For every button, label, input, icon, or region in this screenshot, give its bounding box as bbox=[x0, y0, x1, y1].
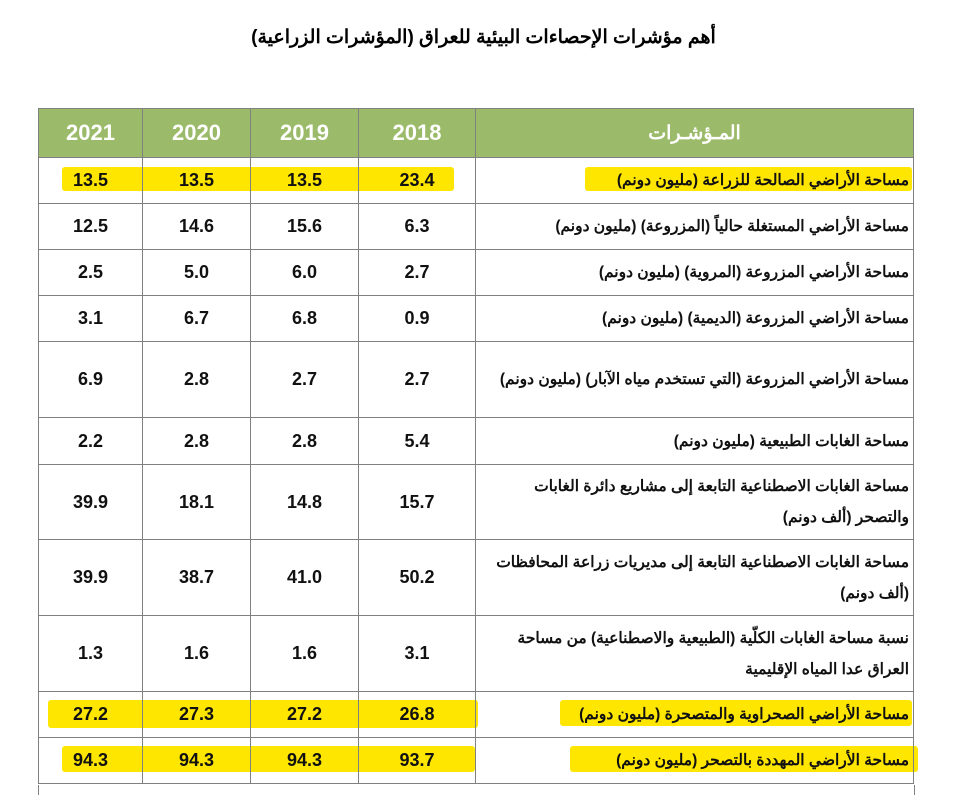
value-cell-2019: 1.6 bbox=[250, 615, 359, 692]
indicator-label: مساحة الأراضي المستغلة حالياً (المزروعة)… bbox=[475, 203, 914, 250]
value-cell-2020: 18.1 bbox=[142, 464, 251, 540]
value-cell-2019: 2.7 bbox=[250, 341, 359, 418]
indicator-label: مساحة الأراضي الصالحة للزراعة (مليون دون… bbox=[475, 157, 914, 204]
value-cell-2019: 15.6 bbox=[250, 203, 359, 250]
header-year-2021: 2021 bbox=[38, 108, 143, 158]
value-cell-2021: 2.2 bbox=[38, 417, 143, 465]
header-year-2020: 2020 bbox=[142, 108, 251, 158]
value-cell-2020: 94.3 bbox=[142, 737, 251, 784]
value-cell-2018: 6.3 bbox=[358, 203, 476, 250]
value-cell-2021: 1.3 bbox=[38, 615, 143, 692]
table-row: 2.5 5.0 6.0 2.7 مساحة الأراضي المزروعة (المر… bbox=[38, 249, 914, 296]
value-cell-2018: 23.4 bbox=[358, 157, 476, 204]
indicator-label: نسبة مساحة الغابات الكلّية (الطبيعية وال… bbox=[475, 615, 914, 692]
value-cell-2019: 6.0 bbox=[250, 249, 359, 296]
value-cell-2019: 94.3 bbox=[250, 737, 359, 784]
value-cell-2019: 41.0 bbox=[250, 539, 359, 616]
value-cell-2020: 27.3 bbox=[142, 691, 251, 738]
value-cell-2021: 39.9 bbox=[38, 464, 143, 540]
header-indicator: المـؤشـرات bbox=[475, 108, 914, 158]
next-row-partial bbox=[38, 785, 915, 795]
table-row: 1.3 1.6 1.6 3.1 نسبة مساحة الغابات الكلّية (… bbox=[38, 615, 914, 692]
value-cell-2018: 26.8 bbox=[358, 691, 476, 738]
header-year-2018: 2018 bbox=[358, 108, 476, 158]
value-cell-2018: 15.7 bbox=[358, 464, 476, 540]
table-row: 3.1 6.7 6.8 0.9 مساحة الأراضي المزروعة (الدي… bbox=[38, 295, 914, 342]
value-cell-2020: 2.8 bbox=[142, 341, 251, 418]
value-cell-2018: 2.7 bbox=[358, 341, 476, 418]
value-cell-2018: 2.7 bbox=[358, 249, 476, 296]
indicators-table: 2021 2020 2019 2018 المـؤشـرات 13.5 13.5 1… bbox=[38, 108, 914, 784]
value-cell-2020: 5.0 bbox=[142, 249, 251, 296]
value-cell-2021: 3.1 bbox=[38, 295, 143, 342]
value-cell-2021: 39.9 bbox=[38, 539, 143, 616]
table-row: 6.9 2.8 2.7 2.7 مساحة الأراضي المزروعة (التي… bbox=[38, 341, 914, 418]
value-cell-2021: 13.5 bbox=[38, 157, 143, 204]
indicator-label: مساحة الأراضي المزروعة (التي تستخدم مياه… bbox=[475, 341, 914, 418]
value-cell-2019: 6.8 bbox=[250, 295, 359, 342]
value-cell-2019: 14.8 bbox=[250, 464, 359, 540]
table-row: 13.5 13.5 13.5 23.4 مساحة الأراضي الصالحة لل… bbox=[38, 157, 914, 204]
value-cell-2018: 93.7 bbox=[358, 737, 476, 784]
value-cell-2020: 13.5 bbox=[142, 157, 251, 204]
indicator-label: مساحة الأراضي المزروعة (المروية) (مليون … bbox=[475, 249, 914, 296]
table-row: 39.9 18.1 14.8 15.7 مساحة الغابات الاصطناعية… bbox=[38, 464, 914, 540]
indicator-label: مساحة الغابات الاصطناعية التابعة إلى مدي… bbox=[475, 539, 914, 616]
indicator-label: مساحة الأراضي المهددة بالتصحر (مليون دون… bbox=[475, 737, 914, 784]
value-cell-2018: 3.1 bbox=[358, 615, 476, 692]
table-row: 2.2 2.8 2.8 5.4 مساحة الغابات الطبيعية (مليو… bbox=[38, 417, 914, 465]
indicator-label: مساحة الغابات الاصطناعية التابعة إلى مشا… bbox=[475, 464, 914, 540]
value-cell-2019: 27.2 bbox=[250, 691, 359, 738]
value-cell-2021: 6.9 bbox=[38, 341, 143, 418]
header-row: 2021 2020 2019 2018 المـؤشـرات bbox=[38, 108, 914, 158]
indicator-label: مساحة الأراضي الصحراوية والمتصحرة (مليون… bbox=[475, 691, 914, 738]
table-row: 12.5 14.6 15.6 6.3 مساحة الأراضي المستغلة حا… bbox=[38, 203, 914, 250]
header-year-2019: 2019 bbox=[250, 108, 359, 158]
table-row: 39.9 38.7 41.0 50.2 مساحة الغابات الاصطناعية… bbox=[38, 539, 914, 616]
value-cell-2020: 14.6 bbox=[142, 203, 251, 250]
value-cell-2020: 2.8 bbox=[142, 417, 251, 465]
value-cell-2019: 13.5 bbox=[250, 157, 359, 204]
indicator-label: مساحة الأراضي المزروعة (الديمية) (مليون … bbox=[475, 295, 914, 342]
value-cell-2020: 1.6 bbox=[142, 615, 251, 692]
value-cell-2018: 5.4 bbox=[358, 417, 476, 465]
value-cell-2021: 94.3 bbox=[38, 737, 143, 784]
value-cell-2018: 0.9 bbox=[358, 295, 476, 342]
value-cell-2021: 12.5 bbox=[38, 203, 143, 250]
value-cell-2021: 27.2 bbox=[38, 691, 143, 738]
table-row: 94.3 94.3 94.3 93.7 مساحة الأراضي المهددة با… bbox=[38, 737, 914, 784]
value-cell-2021: 2.5 bbox=[38, 249, 143, 296]
value-cell-2020: 6.7 bbox=[142, 295, 251, 342]
page-title: أهم مؤشرات الإحصاءات البيئية للعراق (الم… bbox=[251, 27, 716, 48]
value-cell-2020: 38.7 bbox=[142, 539, 251, 616]
value-cell-2018: 50.2 bbox=[358, 539, 476, 616]
value-cell-2019: 2.8 bbox=[250, 417, 359, 465]
indicator-label: مساحة الغابات الطبيعية (مليون دونم) bbox=[475, 417, 914, 465]
table-row: 27.2 27.3 27.2 26.8 مساحة الأراضي الصحراوية … bbox=[38, 691, 914, 738]
